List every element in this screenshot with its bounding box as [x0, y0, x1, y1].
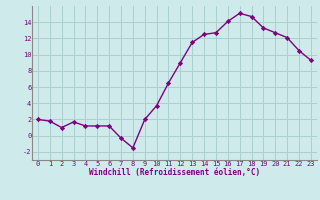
X-axis label: Windchill (Refroidissement éolien,°C): Windchill (Refroidissement éolien,°C) [89, 168, 260, 177]
